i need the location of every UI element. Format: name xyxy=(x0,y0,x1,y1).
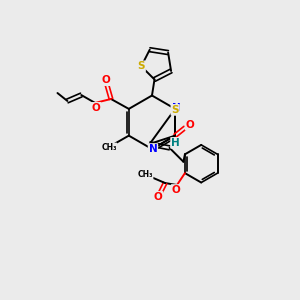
Text: O: O xyxy=(102,75,110,85)
Text: CH₃: CH₃ xyxy=(137,169,153,178)
Text: O: O xyxy=(92,103,100,113)
Text: O: O xyxy=(154,192,163,202)
Text: N: N xyxy=(172,103,181,113)
Text: O: O xyxy=(186,120,194,130)
Text: S: S xyxy=(171,105,179,115)
Text: H: H xyxy=(171,138,180,148)
Text: S: S xyxy=(137,61,145,71)
Text: N: N xyxy=(148,144,157,154)
Text: O: O xyxy=(172,185,180,195)
Text: CH₃: CH₃ xyxy=(101,143,117,152)
